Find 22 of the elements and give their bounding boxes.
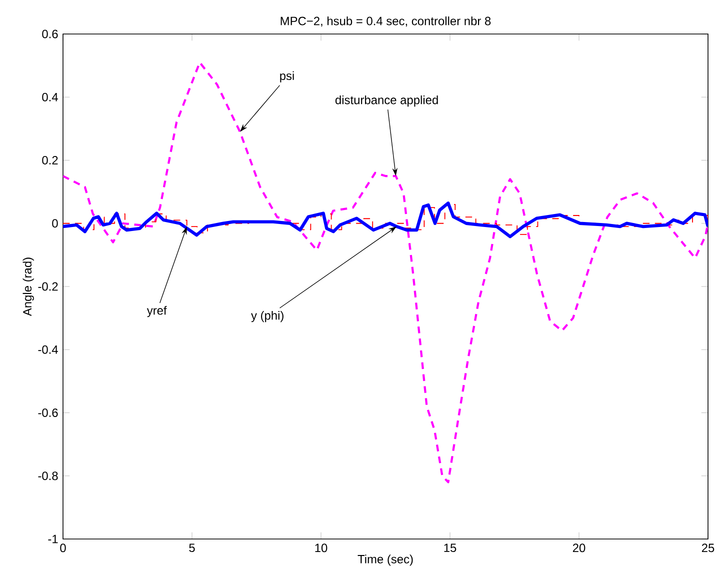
x-tick-label: 5 — [189, 544, 195, 552]
x-tick-label: 15 — [444, 544, 456, 552]
x-tick-label: 10 — [315, 544, 328, 552]
x-tick-label: 0 — [60, 544, 66, 552]
annotation: psi — [280, 71, 294, 82]
annotation: disturbance applied — [335, 95, 438, 107]
annotation: yref — [146, 306, 167, 318]
y-tick-label: 0 — [52, 219, 58, 228]
y-tick-label: -0.2 — [38, 282, 58, 291]
y-tick-label: -0.6 — [38, 408, 58, 417]
x-tick-label: 20 — [572, 544, 586, 552]
x-axis-title: Time (sec) — [358, 554, 413, 566]
y-tick-label: -0.4 — [38, 345, 58, 354]
y-tick-label: 0.4 — [42, 92, 58, 102]
y-axis-title: Angle (rad) — [22, 258, 34, 316]
chart-title: MPC−2, hsub = 0.4 sec, controller nbr 8 — [280, 16, 491, 27]
y-tick-label: -1 — [48, 534, 58, 544]
y-tick-label: -0.8 — [38, 472, 58, 480]
y-tick-label: 0.2 — [42, 156, 58, 164]
annotation: y (phi) — [251, 310, 284, 322]
x-tick-label: 25 — [702, 544, 714, 552]
y-tick-label: 0.6 — [42, 30, 58, 38]
